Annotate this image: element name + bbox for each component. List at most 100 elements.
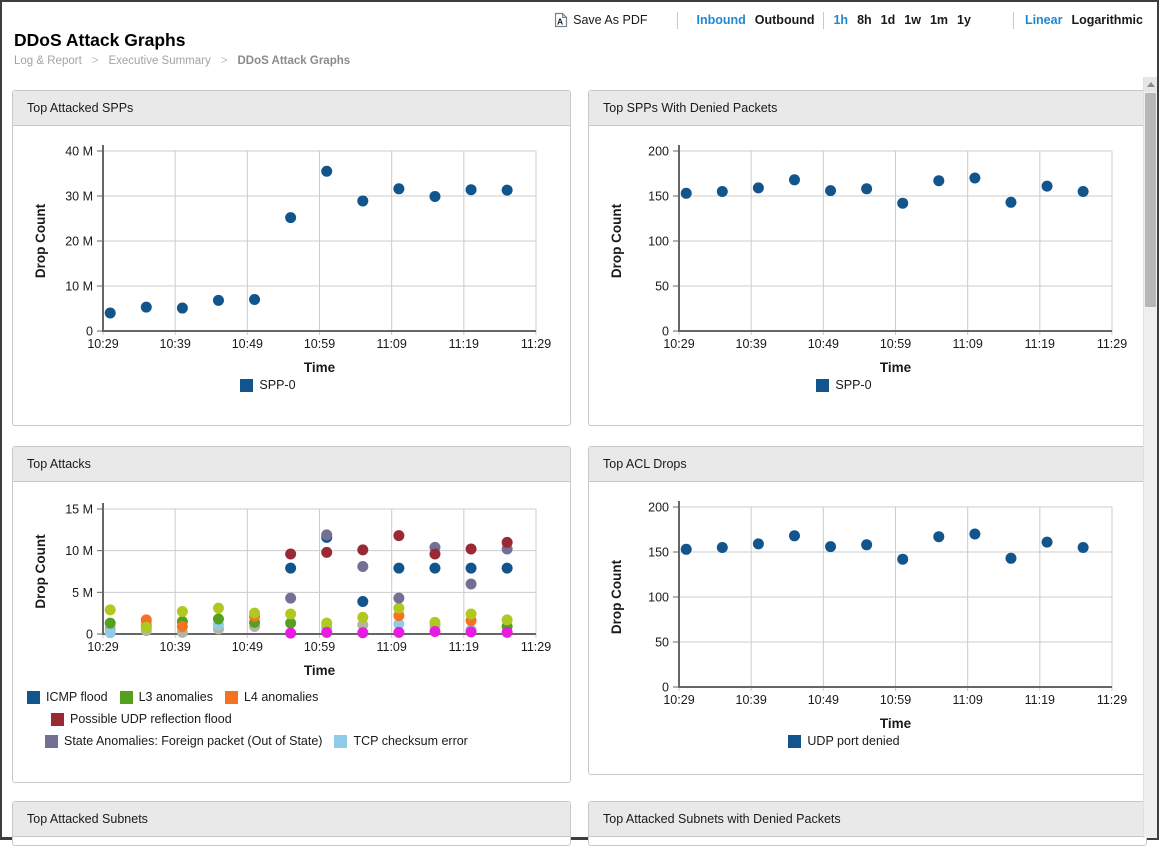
legend-row: Possible UDP reflection flood (13, 712, 570, 726)
data-point (285, 212, 297, 224)
data-point (357, 627, 369, 639)
data-point (465, 578, 477, 590)
page-title: DDoS Attack Graphs (14, 30, 186, 50)
data-point (357, 561, 369, 572)
data-point (716, 542, 728, 553)
scroll-up-button[interactable] (1144, 77, 1157, 92)
vertical-scrollbar[interactable] (1143, 77, 1157, 838)
y-tick-label: 15 M (65, 503, 93, 517)
data-point (285, 592, 297, 604)
data-point (429, 548, 441, 560)
direction-outbound-button[interactable]: Outbound (754, 13, 815, 27)
range-1w-button[interactable]: 1w (904, 13, 921, 27)
legend-label: TCP checksum error (353, 734, 468, 748)
data-point (104, 307, 116, 319)
legend-swatch (240, 378, 254, 392)
chart-legend: SPP-0 (13, 378, 570, 392)
legend-item: SPP-0 (240, 378, 296, 392)
legend-row: UDP port denied (589, 734, 1099, 748)
x-tick-label: 10:39 (160, 337, 191, 351)
x-tick-label: 10:39 (736, 337, 767, 351)
breadcrumb-separator: > (220, 55, 228, 67)
legend-label: Possible UDP reflection flood (70, 712, 232, 726)
x-tick-label: 10:29 (87, 337, 118, 351)
data-point (933, 531, 945, 543)
chart-legend: ICMP flood L3 anomalies L4 anomalies Possib… (13, 690, 570, 748)
direction-toggle: Inbound Outbound (696, 13, 814, 27)
breadcrumb-executive-summary[interactable]: Executive Summary (108, 55, 211, 67)
breadcrumb-separator: > (91, 55, 99, 67)
x-tick-label: 10:59 (304, 337, 335, 351)
y-tick-label: 200 (648, 501, 669, 515)
scrollbar-thumb[interactable] (1145, 93, 1156, 307)
y-axis-title: Drop Count (33, 203, 48, 278)
range-1m-button[interactable]: 1m (929, 13, 949, 27)
data-point (788, 530, 800, 542)
range-1d-button[interactable]: 1d (880, 13, 896, 27)
chart-legend: UDP port denied (589, 734, 1146, 748)
data-point (465, 562, 477, 574)
data-point (285, 617, 297, 629)
data-point (429, 562, 441, 574)
chart-top-attacked-spps: 10:29 10:39 10:49 10:59 11:09 11:19 11:29 0 10 M… (33, 145, 551, 376)
legend-label: State Anomalies: Foreign packet (Out of … (64, 734, 323, 748)
y-axis-title: Drop Count (33, 534, 48, 609)
direction-inbound-button[interactable]: Inbound (696, 13, 746, 27)
data-point (465, 184, 477, 196)
range-1h-button[interactable]: 1h (833, 13, 849, 27)
panel-title: Top Attacked Subnets with Denied Packets (603, 812, 841, 826)
y-tick-label: 150 (648, 190, 669, 204)
panel-top-attacked-subnets-denied: Top Attacked Subnets with Denied Packets (588, 801, 1147, 846)
toolbar-separator (823, 11, 825, 29)
data-point (501, 536, 513, 548)
legend-item: ICMP flood (27, 690, 108, 704)
data-point (285, 627, 297, 639)
chart-top-acl-drops: 10:29 10:39 10:49 10:59 11:09 11:19 11:29 0 50 10… (609, 501, 1127, 732)
x-tick-label: 11:29 (521, 640, 551, 654)
breadcrumb: Log & Report > Executive Summary > DDoS … (14, 55, 350, 67)
data-point (969, 528, 981, 540)
panel-top-attacks: Top Attacks 10:29 10:39 10:49 10:59 11:09 11:… (12, 446, 571, 783)
x-tick-label: 10:29 (87, 640, 118, 654)
scale-logarithmic-button[interactable]: Logarithmic (1071, 13, 1143, 27)
toolbar-separator (1012, 11, 1014, 29)
data-point (321, 529, 333, 541)
scale-linear-button[interactable]: Linear (1024, 13, 1063, 27)
panel-title: Top Attacks (27, 457, 91, 471)
data-point (285, 548, 297, 560)
range-8h-button[interactable]: 8h (857, 13, 872, 27)
y-tick-label: 200 (648, 145, 669, 159)
data-point (465, 543, 477, 555)
panel-title: Top Attacked SPPs (27, 101, 134, 115)
x-tick-label: 11:19 (449, 640, 479, 654)
range-1y-button[interactable]: 1y (957, 13, 971, 27)
panel-header: Top Attacks (13, 447, 570, 482)
panel-header: Top ACL Drops (589, 447, 1146, 482)
y-tick-label: 150 (648, 546, 669, 560)
x-tick-label: 11:09 (376, 640, 406, 654)
panel-header: Top Attacked Subnets (13, 802, 570, 837)
data-point (465, 626, 477, 638)
data-point (321, 617, 333, 629)
legend-label: SPP-0 (835, 378, 872, 392)
panel-top-attacked-spps: Top Attacked SPPs 10:29 10:39 10:49 10:59 11… (12, 90, 571, 426)
breadcrumb-log-report[interactable]: Log & Report (14, 55, 82, 67)
y-tick-label: 40 M (65, 145, 93, 159)
x-tick-label: 10:39 (160, 640, 191, 654)
panel-title: Top SPPs With Denied Packets (603, 101, 778, 115)
x-tick-label: 11:29 (1097, 337, 1127, 351)
legend-item: L4 anomalies (224, 690, 318, 704)
save-as-pdf-button[interactable]: A Save As PDF (554, 12, 647, 28)
data-point (357, 596, 369, 607)
x-tick-label: 11:19 (449, 337, 479, 351)
data-point (393, 183, 405, 195)
x-tick-label: 10:39 (736, 693, 767, 707)
data-point (104, 604, 116, 616)
save-as-pdf-label: Save As PDF (573, 13, 648, 27)
data-point (825, 541, 837, 553)
x-tick-label: 10:49 (808, 337, 839, 351)
svg-text:A: A (557, 17, 563, 27)
series-l4-anomalies (140, 610, 477, 632)
panel-top-attacked-subnets: Top Attacked Subnets (12, 801, 571, 846)
up-arrow-icon (1146, 82, 1155, 87)
